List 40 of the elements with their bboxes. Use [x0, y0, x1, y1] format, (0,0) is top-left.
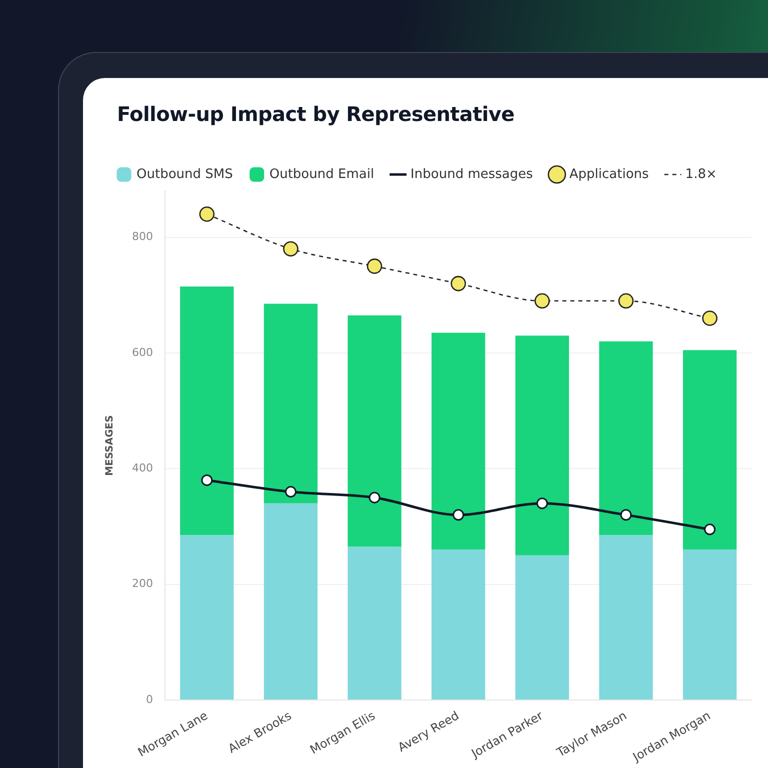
y-tick-label: 200 [132, 577, 153, 590]
bar [264, 304, 318, 504]
bar [264, 503, 318, 700]
y-tick-label: 0 [146, 692, 153, 706]
point [620, 509, 632, 521]
bar [432, 332, 486, 550]
bar [682, 350, 737, 550]
point [283, 241, 298, 256]
legend-label: Outbound Email [269, 166, 374, 182]
y-tick-label: 800 [132, 230, 153, 244]
bar [180, 286, 234, 536]
point [199, 206, 215, 222]
y-tick-label: 600 [132, 346, 153, 359]
bar [682, 550, 737, 700]
bar [432, 550, 486, 700]
bar [599, 341, 653, 536]
y-axis-title: MESSAGES [104, 415, 116, 476]
bar [515, 336, 569, 556]
bar [515, 555, 569, 700]
point [450, 276, 466, 292]
y-tick-label: 400 [132, 462, 153, 475]
point [366, 258, 382, 274]
legend-label: Applications [569, 166, 650, 182]
chart-title: Follow-up Impact by Representative [117, 102, 514, 126]
point [452, 509, 464, 521]
point [368, 492, 380, 504]
point [702, 310, 718, 326]
legend-label: Inbound messages [410, 166, 534, 182]
bar [348, 315, 402, 547]
bar [180, 535, 234, 700]
point [536, 498, 548, 510]
legend-label: 1.8× [685, 166, 717, 182]
point [618, 293, 634, 309]
legend-label: Outbound SMS [136, 166, 233, 182]
point [201, 474, 213, 486]
point [704, 524, 716, 536]
point [284, 486, 296, 498]
bar [348, 546, 402, 700]
point [534, 293, 550, 309]
bar [599, 535, 653, 700]
